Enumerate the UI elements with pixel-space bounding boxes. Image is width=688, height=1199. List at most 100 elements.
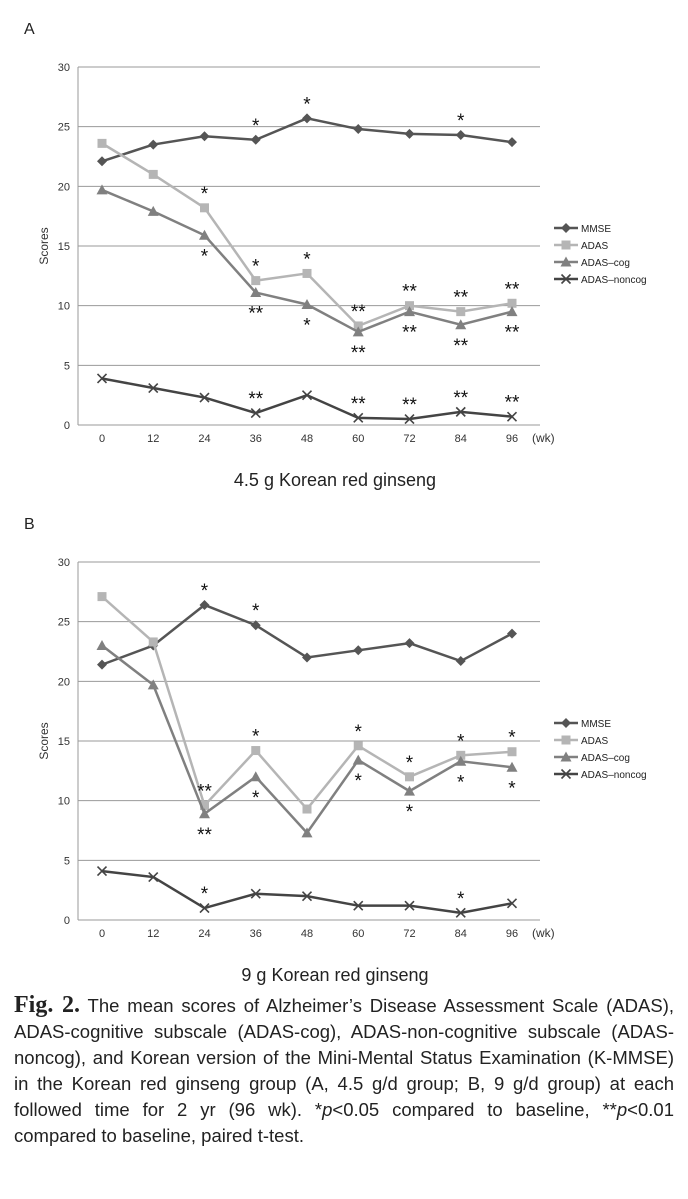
data-point-2-4	[301, 298, 313, 309]
significance-marker: *	[303, 249, 311, 270]
data-point-3-7	[455, 406, 466, 417]
significance-marker: **	[505, 393, 520, 414]
y-tick-label: 0	[64, 420, 70, 432]
data-point-0-1	[148, 139, 159, 150]
legend-label: MMSE	[581, 224, 611, 235]
legend-marker	[561, 735, 571, 745]
significance-marker: *	[252, 257, 260, 278]
data-point-1-6	[405, 301, 414, 311]
data-point-3-5	[353, 900, 364, 911]
significance-marker: **	[351, 302, 366, 323]
x-tick-label: 36	[250, 433, 262, 445]
significance-marker: *	[406, 802, 414, 823]
data-point-2-8	[506, 306, 518, 317]
y-tick-label: 5	[64, 855, 70, 867]
legend-marker	[560, 256, 572, 267]
caption-text-1: The mean scores of Alzheimer’s Disease A…	[14, 995, 675, 1120]
caption-p-1: p	[322, 1099, 333, 1120]
significance-marker: *	[252, 788, 260, 809]
data-point-0-4	[302, 113, 312, 124]
y-tick-label: 25	[58, 122, 70, 134]
significance-marker: **	[248, 304, 263, 325]
data-point-0-8	[507, 628, 517, 639]
x-tick-label: 72	[403, 433, 415, 445]
data-point-2-5	[352, 326, 364, 337]
data-point-3-8	[506, 898, 518, 909]
y-tick-label: 20	[58, 676, 70, 688]
data-point-3-0	[96, 373, 108, 384]
x-tick-label: 60	[352, 928, 364, 940]
series-line-1	[101, 595, 513, 811]
data-point-0-5	[353, 124, 364, 135]
data-point-3-2	[199, 392, 210, 403]
data-point-3-0	[96, 866, 108, 877]
significance-marker: *	[355, 771, 363, 792]
data-point-1-4	[302, 268, 312, 278]
significance-marker: *	[303, 315, 311, 336]
series-line-1	[101, 142, 513, 328]
data-point-0-4	[302, 652, 312, 663]
significance-marker: **	[453, 288, 468, 309]
data-point-2-3	[250, 287, 262, 298]
legend-marker	[560, 751, 572, 762]
x-tick-label: 36	[250, 928, 262, 940]
significance-marker: *	[252, 727, 260, 748]
data-point-1-1	[148, 637, 158, 647]
data-point-3-4	[301, 891, 313, 902]
significance-marker: *	[457, 772, 465, 793]
y-axis-label: Scores	[37, 722, 51, 759]
significance-marker: **	[248, 389, 263, 410]
legend-marker	[560, 768, 572, 780]
data-point-0-7	[455, 130, 466, 141]
figure-caption: Fig. 2. The mean scores of Alzheimer’s D…	[14, 992, 674, 1149]
chart-title: 9 g Korean red ginseng	[241, 965, 428, 985]
significance-marker: *	[303, 94, 311, 115]
x-tick-label: 96	[506, 433, 518, 445]
y-tick-label: 30	[58, 62, 70, 74]
significance-marker: *	[252, 116, 260, 137]
series-line-0	[101, 117, 513, 163]
x-tick-label: 72	[403, 928, 415, 940]
data-point-3-5	[353, 412, 364, 423]
x-tick-label: 60	[352, 433, 364, 445]
data-point-3-1	[148, 382, 159, 394]
x-tick-label: 48	[301, 433, 313, 445]
data-point-3-3	[250, 408, 261, 419]
legend-label: ADAS–cog	[581, 753, 630, 764]
significance-marker: **	[505, 323, 520, 344]
figure-label: Fig. 2.	[14, 992, 81, 1018]
legend-label: ADAS	[581, 241, 609, 252]
significance-marker: **	[351, 394, 366, 415]
data-point-1-3	[251, 276, 261, 286]
caption-text-3: <0.01 compared to baseline, paired t-tes…	[14, 1099, 674, 1146]
legend-marker	[561, 240, 571, 250]
x-tick-label: 12	[147, 433, 159, 445]
legend-label: ADAS–noncog	[581, 770, 647, 781]
data-point-1-2	[200, 800, 209, 810]
data-point-1-7	[456, 750, 466, 760]
data-point-3-7	[455, 907, 466, 918]
data-point-3-1	[148, 871, 159, 883]
data-point-1-8	[507, 298, 517, 308]
y-tick-label: 5	[64, 360, 70, 372]
y-tick-label: 15	[58, 241, 70, 253]
chart-title: 4.5 g Korean red ginseng	[234, 470, 436, 490]
legend-label: ADAS	[581, 736, 609, 747]
data-point-1-5	[353, 321, 363, 331]
y-axis-label: Scores	[37, 227, 51, 264]
data-point-0-2	[199, 131, 210, 142]
significance-marker: **	[402, 395, 417, 416]
significance-marker: **	[351, 343, 366, 364]
data-point-1-5	[353, 741, 363, 751]
series-line-3	[101, 377, 513, 421]
significance-marker: *	[457, 111, 465, 132]
data-point-0-5	[353, 645, 364, 656]
y-tick-label: 20	[58, 181, 70, 193]
significance-marker: **	[402, 282, 417, 303]
panel-label: B	[24, 516, 35, 533]
x-tick-label: 0	[99, 433, 105, 445]
legend-marker	[561, 223, 571, 233]
data-point-0-6	[404, 128, 415, 139]
significance-marker: **	[453, 388, 468, 409]
data-point-2-0	[96, 184, 108, 195]
